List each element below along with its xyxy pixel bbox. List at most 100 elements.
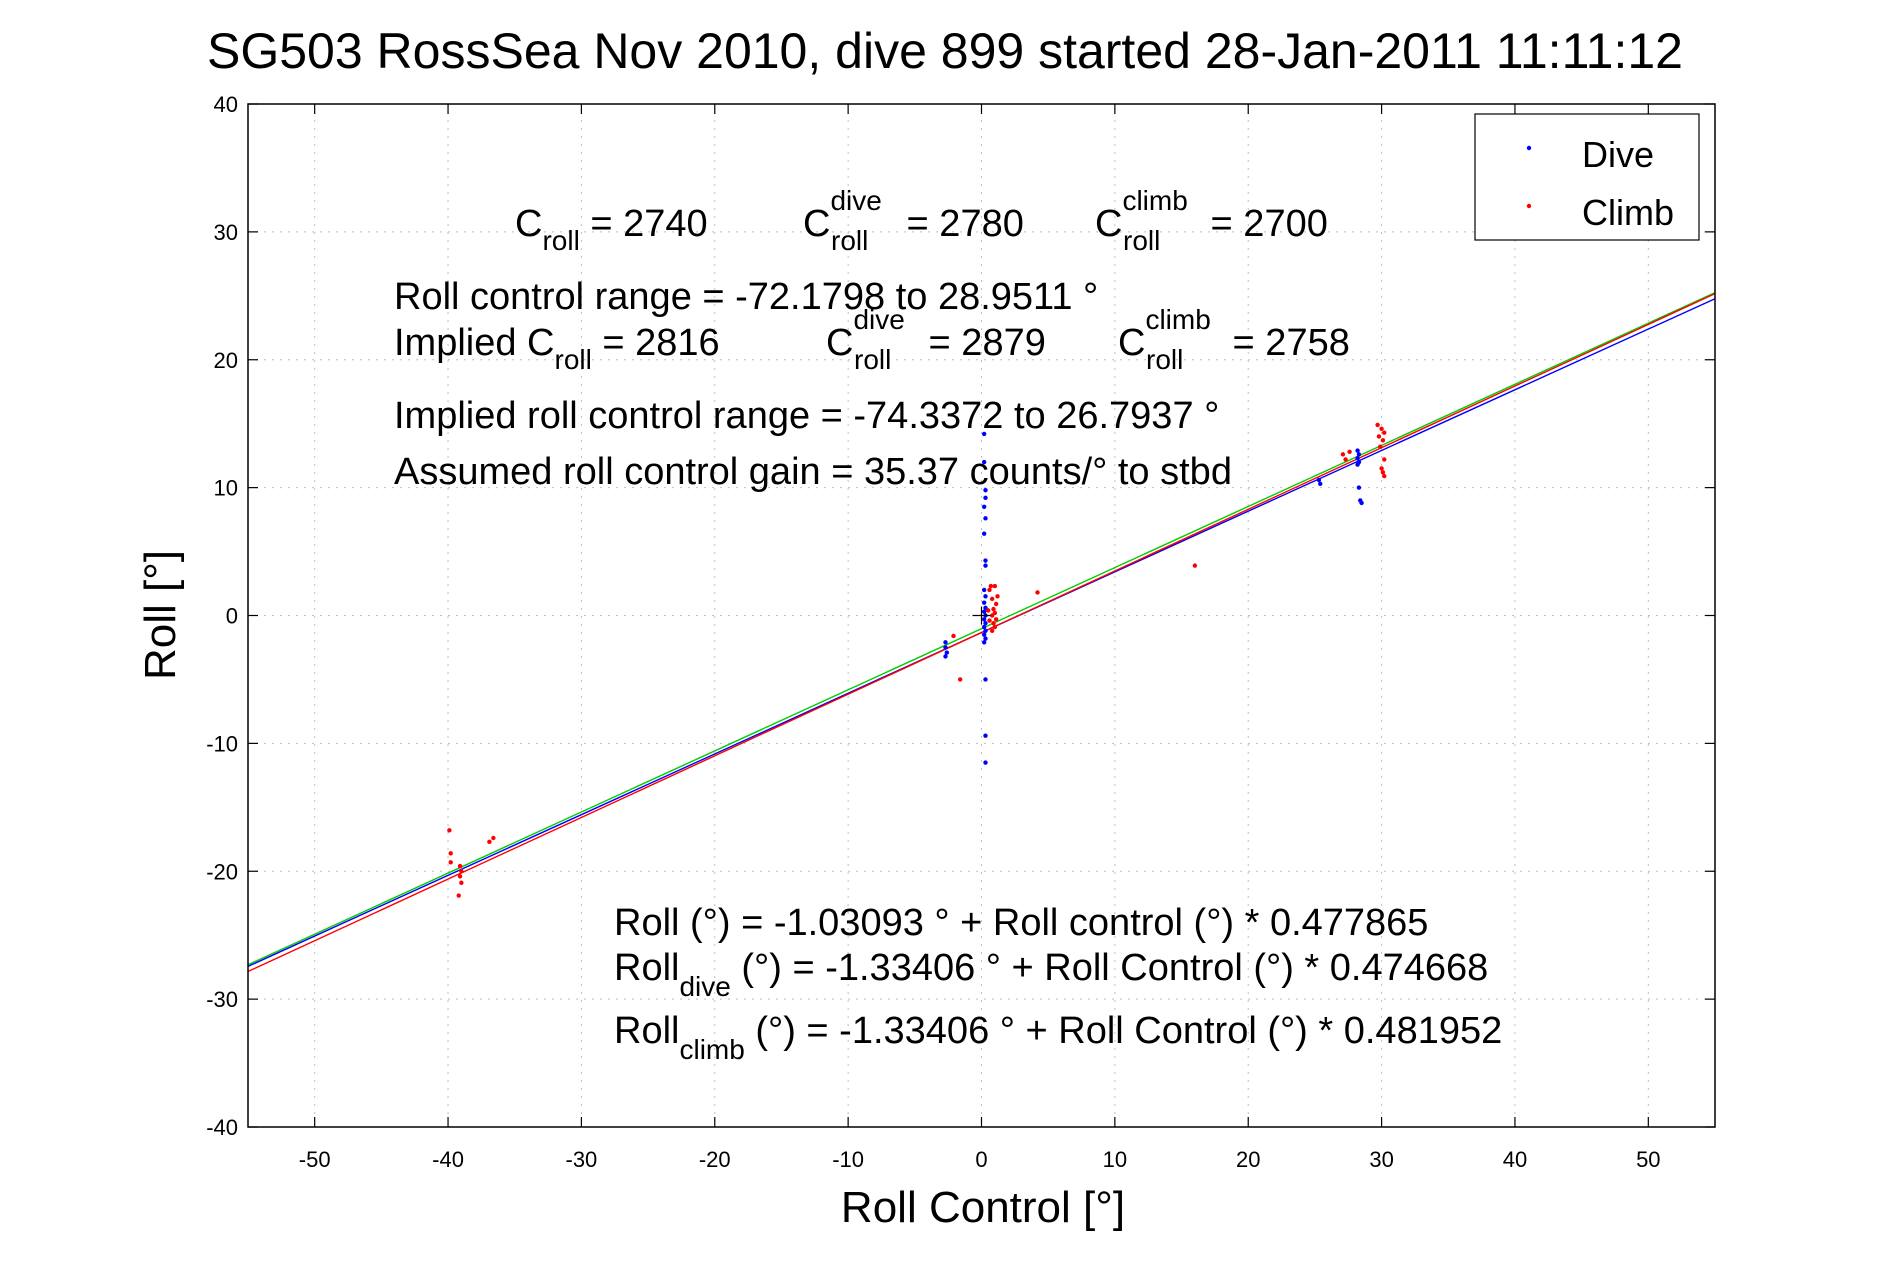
y-axis-label: Roll [°] bbox=[136, 550, 185, 680]
dive-point bbox=[1355, 456, 1360, 461]
implied-c-roll-annotation: Implied Croll = 2816 Cdive roll = 2879 Cc… bbox=[394, 304, 1350, 375]
x-tick-label: -40 bbox=[432, 1147, 464, 1172]
x-tick-label: 40 bbox=[1503, 1147, 1527, 1172]
climb-point bbox=[1340, 452, 1346, 457]
fit-equation-all: Roll (°) = -1.03093 ° + Roll control (°)… bbox=[614, 902, 1428, 944]
climb-point bbox=[456, 893, 461, 898]
y-tick-label: 40 bbox=[214, 92, 238, 117]
roll-control-range: Roll control range = -72.1798 to 28.9511… bbox=[394, 276, 1098, 318]
y-tick-label: 0 bbox=[226, 604, 238, 629]
dive-point bbox=[1359, 500, 1364, 506]
climb-point bbox=[992, 583, 998, 589]
fit-line-roll bbox=[247, 291, 1716, 966]
dive-point bbox=[943, 654, 948, 659]
y-tick-label: -40 bbox=[206, 1115, 238, 1140]
dive-point bbox=[981, 632, 987, 637]
climb-point bbox=[491, 835, 496, 841]
x-axis-label: Roll Control [°] bbox=[841, 1183, 1125, 1232]
dive-point bbox=[983, 733, 988, 738]
climb-point bbox=[1382, 473, 1387, 479]
fit-lines bbox=[247, 291, 1716, 973]
y-tick-label: -10 bbox=[206, 731, 238, 756]
implied-c-roll-dive-label: Cdive roll = 2879 bbox=[826, 304, 1046, 375]
climb-point bbox=[991, 620, 996, 626]
climb-point bbox=[1380, 438, 1386, 443]
dive-point bbox=[983, 563, 988, 568]
legend-climb-label: Climb bbox=[1582, 192, 1674, 233]
dive-point bbox=[1316, 477, 1322, 483]
climb-point bbox=[448, 851, 453, 856]
climb-point bbox=[487, 839, 492, 845]
x-tick-label: 0 bbox=[975, 1147, 987, 1172]
dive-point bbox=[983, 594, 988, 599]
climb-point bbox=[993, 601, 999, 607]
implied-roll-control-range: Implied roll control range = -74.3372 to… bbox=[394, 395, 1219, 437]
x-tick-label: -10 bbox=[832, 1147, 864, 1172]
dive-point bbox=[981, 531, 987, 536]
climb-point bbox=[1376, 434, 1382, 439]
y-tick-label: 10 bbox=[214, 476, 238, 501]
dive-point bbox=[1356, 452, 1362, 457]
climb-point bbox=[989, 613, 995, 618]
x-tick-label: 10 bbox=[1103, 1147, 1127, 1172]
c-roll-climb-label: Cclimb roll = 2700 bbox=[1095, 185, 1328, 256]
dive-point bbox=[981, 600, 987, 605]
climb-point bbox=[987, 587, 992, 593]
climb-point bbox=[448, 860, 453, 865]
dive-point bbox=[944, 650, 950, 655]
climb-point bbox=[1382, 430, 1387, 435]
fit-equation-dive: Rolldive (°) = -1.33406 ° + Roll Control… bbox=[614, 947, 1488, 1002]
dive-point bbox=[981, 617, 987, 622]
dive-point bbox=[981, 624, 987, 630]
climb-point bbox=[989, 596, 995, 602]
legend-box bbox=[1474, 113, 1700, 241]
dive-point bbox=[983, 495, 988, 501]
dive-point bbox=[981, 609, 987, 614]
climb-point bbox=[1380, 470, 1386, 475]
climb-point bbox=[457, 863, 463, 869]
c-roll-label: Croll = 2740 bbox=[515, 203, 708, 256]
climb-point bbox=[1378, 444, 1383, 449]
dive-point bbox=[981, 640, 987, 645]
c-roll-annotation: Croll = 2740 Cdive roll = 2780 Cclimb roll… bbox=[515, 185, 1328, 256]
climb-point bbox=[951, 633, 956, 639]
climb-point bbox=[457, 874, 463, 879]
climb-point bbox=[1379, 426, 1384, 432]
climb-point bbox=[989, 628, 995, 634]
fit-line-roll-climb bbox=[247, 292, 1716, 973]
dive-point bbox=[983, 760, 988, 765]
chart-title: SG503 RossSea Nov 2010, dive 899 started… bbox=[207, 23, 1683, 79]
y-tick-label: 30 bbox=[214, 220, 238, 245]
c-roll-dive-label: Cdive roll = 2780 bbox=[803, 185, 1024, 256]
dive-point bbox=[1356, 485, 1362, 490]
legend-climb-marker bbox=[1526, 203, 1532, 209]
climb-point bbox=[1379, 466, 1384, 471]
climb-point bbox=[459, 869, 464, 874]
x-tick-label: -30 bbox=[566, 1147, 598, 1172]
x-tick-label: 30 bbox=[1369, 1147, 1393, 1172]
dive-point bbox=[983, 636, 988, 641]
ticks: -50 -40 -30 -20 -10 0 10 20 30 40 50 40 30 20 10 0 -10 -2… bbox=[206, 92, 1715, 1172]
legend: Dive Climb bbox=[1474, 113, 1700, 241]
climb-point bbox=[993, 617, 999, 622]
legend-dive-label: Dive bbox=[1582, 134, 1654, 175]
climb-point bbox=[991, 606, 996, 612]
climb-point bbox=[447, 828, 452, 833]
dive-point bbox=[983, 620, 988, 626]
dive-point bbox=[943, 645, 948, 650]
x-tick-label: 20 bbox=[1236, 1147, 1260, 1172]
implied-c-roll-climb-label: Cclimb roll = 2758 bbox=[1118, 304, 1350, 375]
climb-point bbox=[459, 880, 464, 885]
dive-point bbox=[981, 459, 987, 465]
dive-point bbox=[983, 487, 988, 493]
y-tick-label: 20 bbox=[214, 348, 238, 373]
dive-point bbox=[983, 628, 988, 634]
x-tick-label: 50 bbox=[1636, 1147, 1660, 1172]
climb-point bbox=[995, 594, 1000, 599]
climb-point bbox=[987, 618, 992, 623]
climb-point bbox=[1343, 457, 1348, 462]
dive-point bbox=[981, 587, 987, 593]
dive-point bbox=[1318, 481, 1323, 486]
climb-point bbox=[957, 677, 963, 682]
